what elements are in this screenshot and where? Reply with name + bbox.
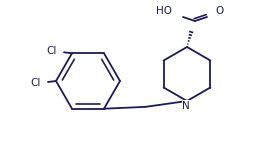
Text: Cl: Cl xyxy=(47,46,57,56)
Text: N: N xyxy=(182,101,190,111)
Text: HO: HO xyxy=(156,6,172,16)
Text: O: O xyxy=(215,6,223,16)
Text: Cl: Cl xyxy=(31,78,41,88)
